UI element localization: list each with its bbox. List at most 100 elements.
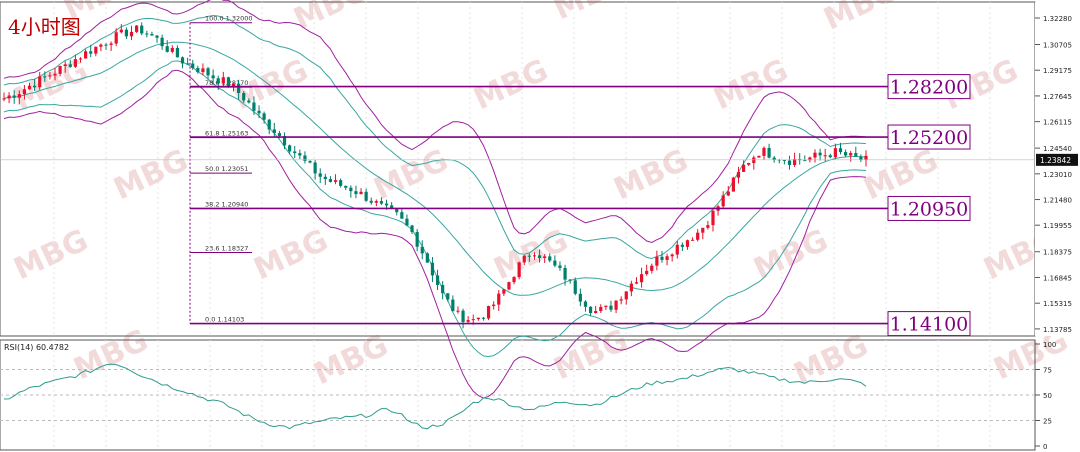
- candle-body: [803, 160, 807, 162]
- candle-body: [736, 171, 741, 178]
- candle-body: [517, 262, 521, 278]
- candle-body: [22, 89, 27, 95]
- candle-body: [78, 58, 83, 60]
- key-level-label: 1.14100: [890, 314, 969, 336]
- candle-body: [568, 279, 572, 281]
- rsi-tick-label: 75: [1043, 367, 1052, 375]
- candle-body: [99, 44, 103, 47]
- price-tick-label: 1.16845: [1043, 274, 1072, 282]
- rsi-indicator: 100 75 50 25 0: [0, 341, 1056, 451]
- candle-body: [2, 98, 6, 100]
- candle-body: [94, 46, 98, 54]
- price-tick-label: 1.32280: [1043, 15, 1072, 23]
- band-inner-lower: [3, 60, 867, 358]
- candle-body: [762, 147, 766, 156]
- watermark-text: MBG: [489, 223, 574, 287]
- candle-body: [451, 299, 455, 312]
- candle-body: [390, 205, 394, 209]
- candle-body: [838, 148, 843, 153]
- watermark-text: MBG: [549, 323, 634, 387]
- candle-body: [854, 153, 858, 157]
- candle-body: [410, 225, 414, 232]
- price-tick-label: 1.26115: [1043, 119, 1072, 127]
- candle-body: [43, 76, 47, 78]
- rsi-tick-label: 25: [1043, 418, 1052, 426]
- candle-body: [476, 317, 480, 320]
- candle-body: [650, 265, 654, 271]
- candle-body: [298, 153, 302, 156]
- candle-body: [767, 147, 771, 158]
- fib-level-label: 50.0 1.23051: [205, 165, 248, 173]
- band-middle: [3, 41, 867, 296]
- candle-body: [461, 310, 465, 322]
- candle-body: [282, 136, 287, 146]
- candle-body: [665, 256, 669, 260]
- watermark-text: MBG: [819, 0, 904, 37]
- candle-body: [726, 191, 730, 196]
- candle-body: [119, 29, 123, 33]
- candle-body: [140, 25, 144, 34]
- rsi-tick-label: 0: [1043, 443, 1047, 451]
- candle-body: [165, 46, 169, 52]
- candle-body: [150, 33, 154, 36]
- candle-body: [573, 280, 577, 294]
- candle-body: [486, 306, 491, 319]
- candle-body: [395, 208, 399, 213]
- candle-body: [619, 299, 623, 301]
- candle-body: [196, 67, 200, 73]
- watermark-text: MBG: [609, 143, 694, 207]
- candle-body: [247, 100, 251, 103]
- candle-body: [33, 85, 37, 88]
- candle-body: [135, 25, 139, 32]
- candle-body: [308, 160, 312, 163]
- candle-body: [497, 293, 501, 305]
- candle-body: [747, 162, 751, 165]
- candle-body: [558, 265, 562, 268]
- price-tick-label: 1.19955: [1043, 222, 1072, 230]
- candle-body: [532, 255, 537, 257]
- candle-body: [48, 75, 52, 77]
- candle-body: [502, 289, 506, 294]
- watermark-text: MBG: [249, 223, 334, 287]
- price-axis-bg: [1035, 2, 1080, 336]
- candle-body: [782, 160, 786, 162]
- candle-body: [752, 157, 756, 163]
- price-tick-label: 1.23010: [1043, 171, 1072, 179]
- candle-body: [507, 282, 511, 290]
- candle-body: [639, 274, 644, 283]
- key-level-label: 1.25200: [890, 127, 969, 149]
- watermark-text: MBG: [549, 0, 634, 27]
- candle-body: [696, 232, 700, 240]
- candle-body: [685, 240, 690, 247]
- price-axis: 1.32280 1.30705 1.29175 1.27645 1.26115 1.245…: [0, 2, 1080, 336]
- candle-body: [303, 155, 307, 161]
- candle-body: [833, 148, 837, 158]
- candle-body: [527, 255, 531, 257]
- candle-body: [859, 156, 863, 160]
- candle-body: [374, 201, 378, 203]
- candle-body: [614, 300, 618, 310]
- candle-body: [670, 254, 674, 257]
- candle-body: [58, 66, 62, 74]
- candle-body: [328, 179, 333, 182]
- candle-body: [12, 95, 16, 98]
- candle-body: [471, 319, 475, 321]
- candle-body: [864, 155, 868, 160]
- candle-body: [808, 157, 812, 161]
- candle-body: [599, 306, 603, 312]
- candle-body: [221, 77, 225, 84]
- candle-body: [680, 244, 684, 247]
- key-level-label: 1.20950: [890, 198, 969, 220]
- candle-body: [512, 277, 516, 283]
- candle-body: [757, 155, 761, 158]
- candle-body: [430, 262, 435, 276]
- price-tick-label: 1.15315: [1043, 300, 1072, 308]
- watermark-text: MBG: [9, 223, 94, 287]
- candle-body: [400, 212, 404, 219]
- candle-body: [175, 47, 180, 58]
- candle-body: [216, 78, 220, 84]
- candle-body: [145, 33, 149, 35]
- candle-body: [226, 77, 231, 87]
- candle-body: [313, 162, 317, 174]
- current-price-tag: [1036, 153, 1078, 166]
